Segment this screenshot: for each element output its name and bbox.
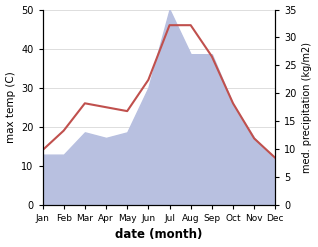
Y-axis label: med. precipitation (kg/m2): med. precipitation (kg/m2): [302, 42, 313, 173]
X-axis label: date (month): date (month): [115, 228, 203, 242]
Y-axis label: max temp (C): max temp (C): [5, 71, 16, 143]
